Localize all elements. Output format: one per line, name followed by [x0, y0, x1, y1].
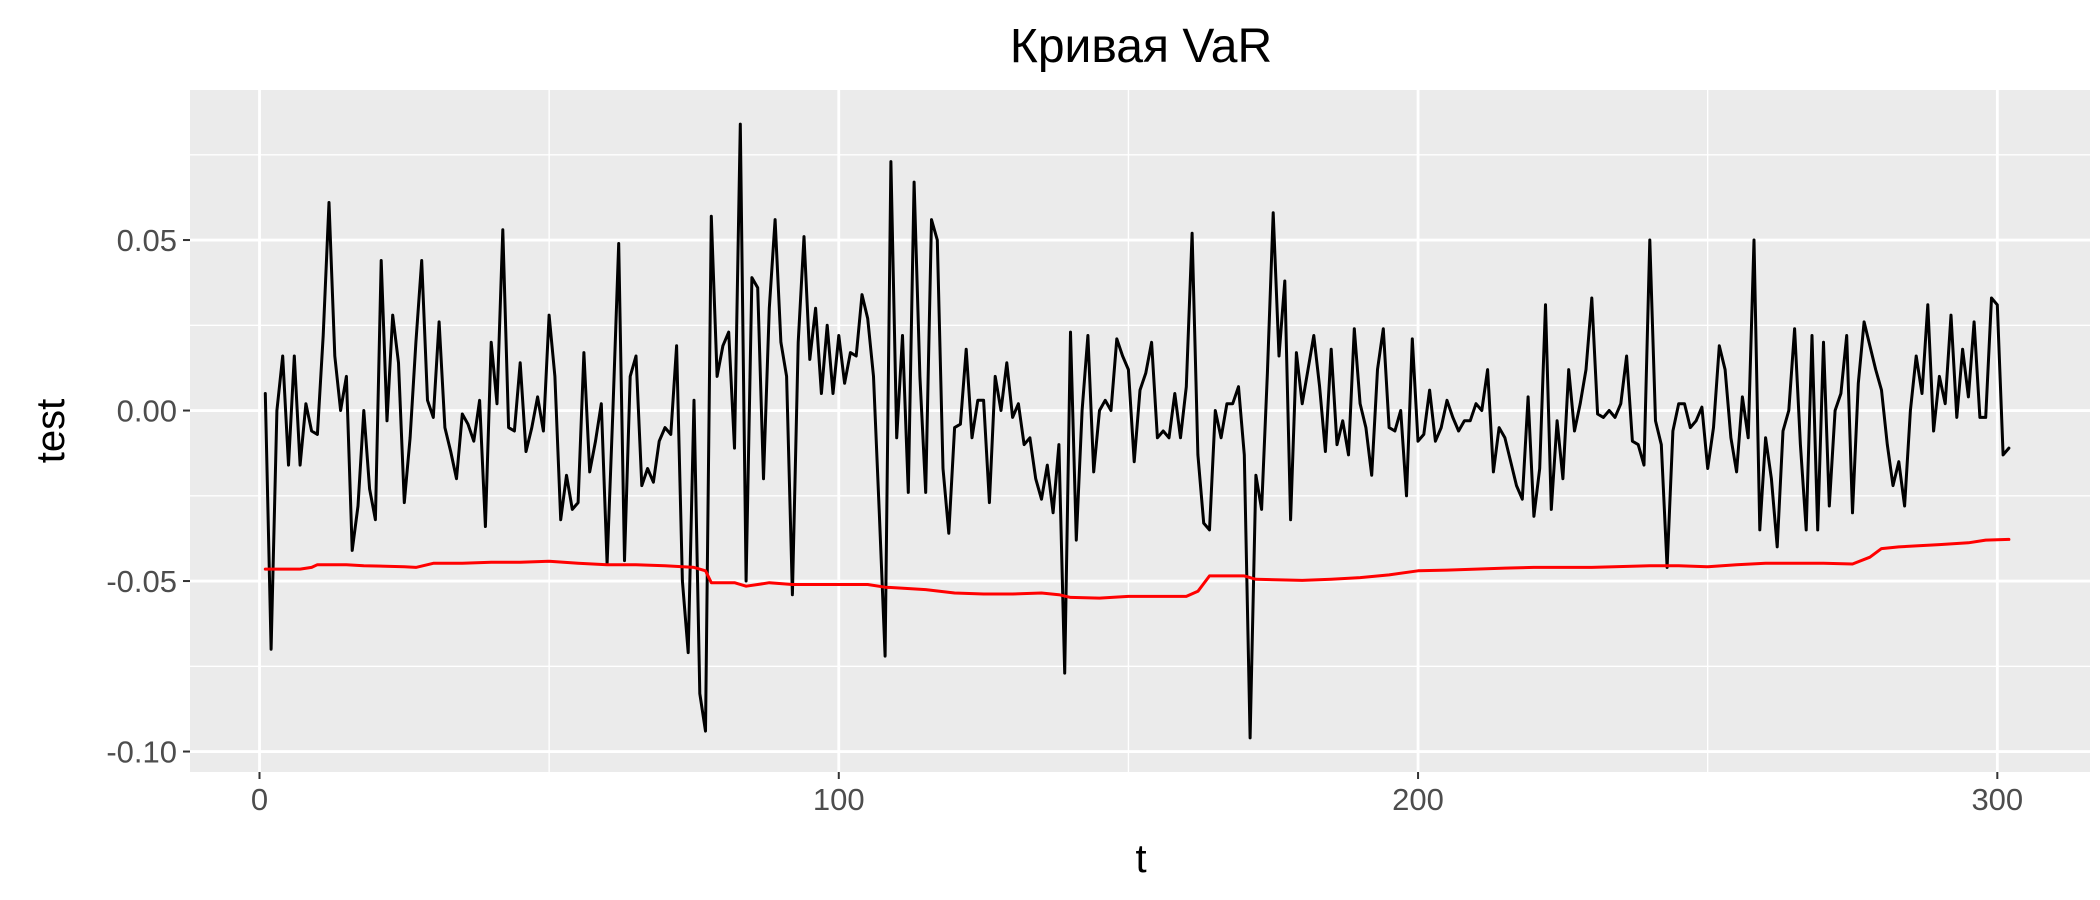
x-axis-ticks: 0 100 200 300 — [251, 772, 2023, 817]
y-tick-label: -0.05 — [106, 564, 177, 599]
y-tick-label: 0.05 — [117, 223, 177, 258]
x-tick-label: 200 — [1392, 782, 1444, 817]
y-tick-label: -0.10 — [106, 735, 177, 770]
x-tick-label: 0 — [251, 782, 268, 817]
chart-title: Кривая VaR — [1010, 20, 1272, 73]
major-gridlines — [190, 90, 2090, 772]
plot-panel — [190, 90, 2090, 772]
y-axis-title: test — [29, 399, 73, 463]
x-axis-title: t — [1135, 837, 1146, 881]
x-tick-label: 300 — [1971, 782, 2023, 817]
series-line-var — [263, 537, 2011, 600]
y-axis-ticks: -0.10 -0.05 0.00 0.05 — [106, 223, 190, 770]
series-line-test — [263, 122, 2011, 740]
y-tick-label: 0.00 — [117, 394, 177, 429]
data-lines — [263, 122, 2011, 740]
x-tick-label: 100 — [813, 782, 865, 817]
